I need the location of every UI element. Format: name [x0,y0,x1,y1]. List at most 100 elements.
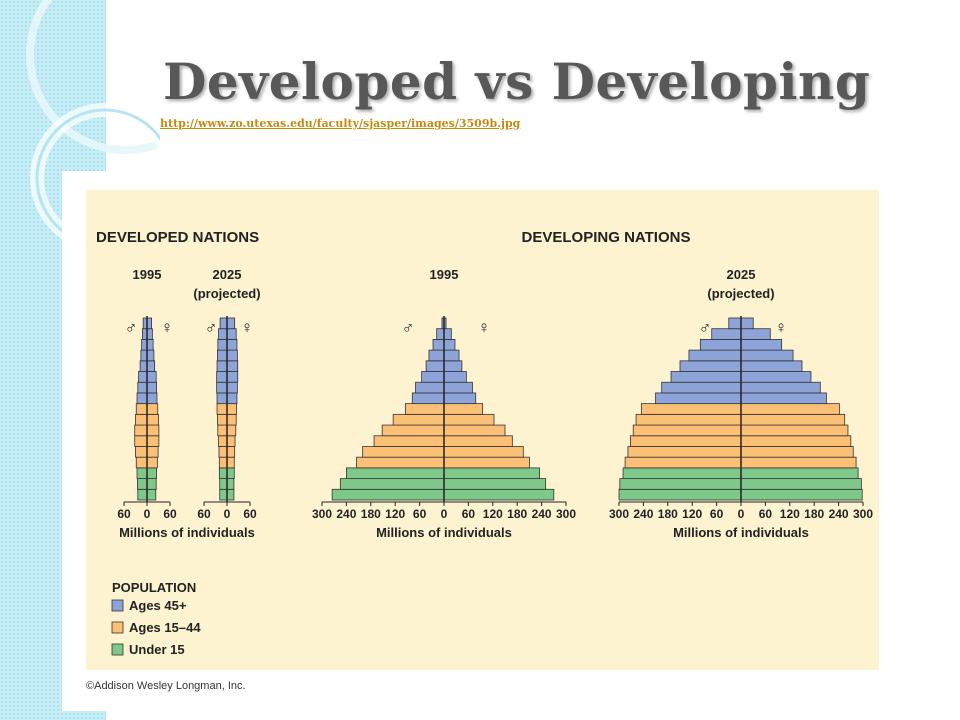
pyramid-bar-female [443,478,547,490]
pyramid-bar-female [740,456,857,469]
pyramid-bar-male [141,339,148,351]
x-tick-label: 300 [853,507,873,521]
pyramid-bar-female [443,349,460,362]
x-tick-label: 60 [759,507,773,521]
pyramid-bar-male [136,392,148,405]
pyramid-bar-female [443,424,506,437]
legend-label: Ages 15–44 [129,620,201,635]
female-symbol: ♀ [478,318,491,337]
pyramid-bar-female [443,456,530,469]
pyramid-bar-female [146,328,153,340]
pyramid-bar-female [146,403,159,415]
pyramid-bar-female [226,435,236,447]
pyramid-year: 1995 [133,267,162,282]
x-tick-label: 180 [658,507,678,521]
pyramid-bar-female [443,488,555,501]
x-tick-label: 60 [710,507,724,521]
pyramid-bar-male [428,349,445,362]
pyramid-bar-male [661,381,742,394]
x-tick-label: 240 [829,507,849,521]
male-symbol: ♂ [402,318,415,337]
pyramid-bar-male [425,360,445,372]
pyramid-bar-female [226,488,235,501]
pyramid-bar-male [415,381,445,394]
pyramid-bar-female [443,371,467,383]
pyramid-bar-female [226,328,237,340]
female-symbol: ♀ [241,318,254,337]
pyramid-bar-male [216,381,228,394]
pyramid-bar-female [740,328,771,340]
pyramid-bar-female [740,371,812,383]
pyramid-bar-female [740,349,794,362]
x-tick-label: 180 [804,507,824,521]
pyramid-bar-male [728,317,742,330]
pyramid-bar-female [226,371,239,383]
pyramid-bar-male [218,328,228,340]
pyramid-bar-female [146,435,160,447]
x-axis-label-developing-1995: Millions of individuals [376,525,512,540]
pyramid-bar-male [219,478,228,490]
pyramid-bar-female [146,381,157,394]
source-link[interactable]: http://www.zo.utexas.edu/faculty/sjasper… [160,117,521,130]
copyright-text: ©Addison Wesley Longman, Inc. [86,680,246,692]
pyramid-subtitle: (projected) [707,286,774,301]
pyramid-bar-female [740,413,846,426]
pyramid-bar-male [217,424,228,437]
pyramid-bar-female [740,381,821,394]
pyramid-bar-male [137,478,148,490]
pyramid-bar-male [137,381,148,394]
x-tick-label: 300 [609,507,629,521]
pyramid-bar-male [688,349,742,362]
pyramid-bar-male [392,413,445,426]
pyramid-bar-male [339,478,445,490]
pyramid-bar-female [226,456,235,469]
pyramid-bar-female [146,349,155,362]
pyramid-bar-female [146,467,157,479]
x-tick-label: 180 [361,507,381,521]
pyramid-bar-male [135,446,148,458]
pyramid-bar-male [381,424,445,437]
x-tick-label: 60 [163,507,177,521]
pyramid-bar-female [146,478,157,490]
pyramid-bar-female [146,446,159,458]
x-tick-label: 60 [197,507,211,521]
pyramid-bar-male [436,328,445,340]
pyramid-bar-male [137,488,148,501]
x-tick-label: 180 [507,507,527,521]
pyramid-bar-female [146,360,156,372]
pyramid-bar-female [740,403,840,415]
pyramid-year: 1995 [430,267,459,282]
pyramid-bar-male [629,435,742,447]
pyramid-subtitle: (projected) [193,286,260,301]
pyramid-bar-female [146,413,159,426]
heading-developed: DEVELOPED NATIONS [96,229,259,246]
pyramid-bar-male [640,403,742,415]
pyramid-bar-female [443,446,524,458]
pyramid-bar-female [226,381,238,394]
pyramid-bar-male [356,456,445,469]
pyramid-bar-female [740,478,862,490]
pyramid-year: 2025 [213,267,242,282]
heading-developing: DEVELOPING NATIONS [522,229,691,246]
x-tick-label: 60 [117,507,131,521]
pyramid-bar-male [624,456,742,469]
pyramid-bar-male [217,413,228,426]
pyramid-bar-male [218,435,228,447]
pyramid-bar-male [134,424,148,437]
x-tick-label: 300 [556,507,576,521]
pyramid-bar-female [740,392,827,405]
pyramid-bar-female [146,339,154,351]
male-symbol: ♂ [699,318,712,337]
pyramid-bar-female [443,435,513,447]
pyramid-bar-female [226,317,236,330]
pyramid-year: 2025 [727,267,756,282]
pyramid-bar-female [443,339,456,351]
pyramid-bar-male [140,349,148,362]
pyramid-bar-male [627,446,742,458]
x-tick-label: 60 [243,507,257,521]
pyramid-bar-male [134,435,148,447]
x-axis-label-developed: Millions of individuals [119,525,255,540]
x-tick-label: 120 [682,507,702,521]
pyramid-bar-male [699,339,742,351]
